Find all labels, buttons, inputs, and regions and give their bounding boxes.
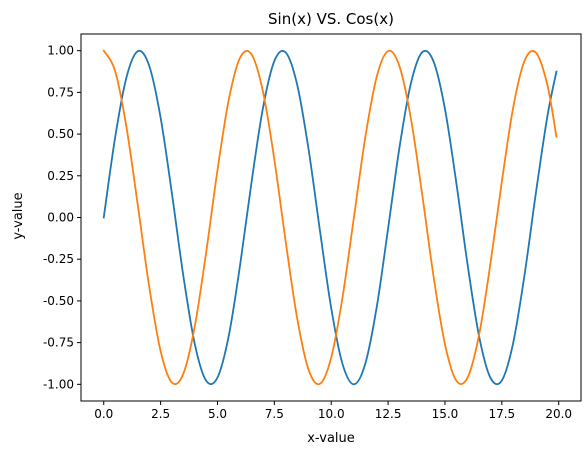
y-tick-label: -0.25: [43, 252, 74, 266]
series-line-1: [102, 49, 558, 386]
x-tick-label: 20.0: [545, 407, 572, 421]
x-tick-label: 7.5: [265, 407, 284, 421]
y-tick-label: 0.75: [47, 85, 74, 99]
series-line-2: [102, 49, 558, 386]
y-tick-label: 0.50: [47, 127, 74, 141]
y-tick-label: 0.25: [47, 169, 74, 183]
y-tick-label: -0.75: [43, 336, 74, 350]
x-tick-label: 2.5: [151, 407, 170, 421]
y-tick-label: -0.50: [43, 294, 74, 308]
y-tick-label: -1.00: [43, 377, 74, 391]
y-tick-label: 1.00: [47, 44, 74, 58]
x-tick-label: 12.5: [375, 407, 402, 421]
plot-area: 0.0 2.5 5.0 7.5 10.0 12.5 15.0 17.5 20.0 -1.00 -0.…: [43, 33, 582, 421]
x-tick-label: 15.0: [432, 407, 459, 421]
x-tick-label: 17.5: [488, 407, 515, 421]
x-tick-label: 0.0: [94, 407, 113, 421]
y-axis-label: y-value: [11, 192, 26, 239]
x-tick-label: 5.0: [208, 407, 227, 421]
x-tick-label: 10.0: [318, 407, 345, 421]
x-axis-label: x-value: [307, 431, 355, 446]
y-tick-label: 0.00: [47, 211, 74, 225]
chart-title: Sin(x) VS. Cos(x): [268, 10, 394, 28]
